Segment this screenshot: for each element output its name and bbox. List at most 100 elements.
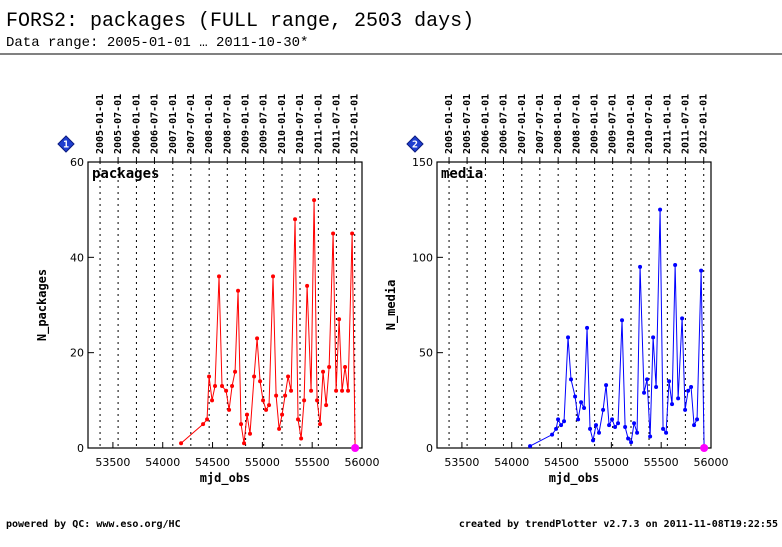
date-tick-label: 2008-01-01	[553, 94, 564, 154]
x-tick-label: 54500	[195, 456, 230, 469]
date-tick-label: 2006-07-01	[149, 94, 160, 154]
data-point	[562, 419, 567, 424]
y-tick-label: 20	[70, 347, 84, 360]
data-point	[576, 417, 581, 422]
data-point	[642, 390, 647, 395]
date-tick-label: 2007-01-01	[517, 94, 528, 154]
data-point	[343, 364, 348, 369]
panel-label: packages	[92, 166, 159, 182]
y-tick-label: 100	[412, 251, 433, 264]
data-point	[604, 383, 609, 388]
data-point	[667, 379, 672, 384]
data-point	[635, 430, 640, 435]
data-point	[258, 379, 263, 384]
data-point	[566, 335, 571, 340]
data-point	[585, 325, 590, 330]
date-tick-label: 2005-07-01	[462, 94, 473, 154]
date-tick-label: 2011-01-01	[313, 94, 324, 154]
data-point	[318, 422, 323, 427]
data-point	[252, 374, 257, 379]
data-point	[283, 393, 288, 398]
data-point	[351, 444, 360, 452]
data-point	[626, 436, 631, 441]
plot-frame	[87, 161, 363, 449]
date-tick-label: 2009-01-01	[241, 94, 252, 154]
data-point	[648, 434, 653, 439]
data-point	[559, 423, 564, 428]
data-point	[220, 384, 225, 389]
data-point	[632, 421, 637, 426]
data-point	[645, 377, 650, 382]
date-tick-label: 2011-07-01	[680, 94, 691, 154]
data-point	[569, 377, 574, 382]
date-tick-label: 2009-01-01	[590, 94, 601, 154]
x-tick-label: 54000	[494, 456, 529, 469]
data-point	[554, 426, 559, 431]
data-point	[271, 274, 276, 279]
data-point	[588, 426, 593, 431]
data-point	[248, 431, 253, 436]
data-point	[686, 388, 691, 393]
data-point	[207, 374, 212, 379]
data-point	[227, 407, 232, 412]
x-tick-label: 54500	[544, 456, 579, 469]
x-tick-label: 55000	[245, 456, 280, 469]
date-tick-label: 2007-07-01	[186, 94, 197, 154]
date-tick-label: 2011-01-01	[662, 94, 673, 154]
data-point	[327, 364, 332, 369]
data-point	[289, 388, 294, 393]
page-subtitle: Data range: 2005-01-01 … 2011-10-30*	[6, 35, 308, 51]
data-point	[213, 384, 218, 389]
date-tick-label: 2007-07-01	[535, 94, 546, 154]
data-point	[233, 369, 238, 374]
data-point	[305, 283, 310, 288]
data-point	[350, 231, 355, 236]
footer-right: created by trendPlotter v2.7.3 on 2011-1…	[459, 519, 778, 530]
data-point	[597, 430, 602, 435]
panel-label: media	[441, 166, 483, 182]
badge-number: 2	[412, 140, 418, 151]
data-point	[312, 198, 317, 203]
y-tick-label: 50	[419, 347, 433, 360]
footer-left: powered by QC: www.eso.org/HC	[6, 519, 181, 530]
data-point	[582, 405, 587, 410]
x-tick-label: 53500	[95, 456, 130, 469]
data-point	[280, 412, 285, 417]
plot-frame	[436, 161, 712, 449]
data-point	[601, 407, 606, 412]
data-point	[286, 374, 291, 379]
data-point	[230, 384, 235, 389]
x-tick-label: 56000	[345, 456, 380, 469]
data-point	[683, 407, 688, 412]
x-axis-label: mjd_obs	[200, 471, 251, 486]
data-point	[528, 444, 533, 449]
x-axis-label: mjd_obs	[549, 471, 600, 486]
data-point	[224, 388, 229, 393]
data-point	[205, 417, 210, 422]
data-point	[331, 231, 336, 236]
y-tick-label: 150	[412, 156, 433, 169]
data-point	[613, 425, 618, 430]
x-tick-label: 55500	[644, 456, 679, 469]
data-point	[274, 393, 279, 398]
data-point	[623, 425, 628, 430]
data-point	[607, 423, 612, 428]
series-line	[180, 200, 356, 449]
data-point	[699, 268, 704, 273]
data-point	[261, 398, 266, 403]
y-tick-label: 40	[70, 251, 84, 264]
y-axis-label: N_media	[384, 280, 399, 331]
date-tick-label: 2006-01-01	[480, 94, 491, 154]
date-tick-label: 2009-07-01	[259, 94, 270, 154]
data-point	[334, 388, 339, 393]
data-point	[302, 398, 307, 403]
data-point	[340, 388, 345, 393]
page-title: FORS2: packages (FULL range, 2503 days)	[6, 10, 474, 33]
data-point	[692, 423, 697, 428]
data-point	[654, 384, 659, 389]
date-tick-label: 2005-07-01	[113, 94, 124, 154]
data-point	[556, 417, 561, 422]
x-tick-label: 56000	[694, 456, 729, 469]
badge-diamond	[406, 135, 424, 153]
